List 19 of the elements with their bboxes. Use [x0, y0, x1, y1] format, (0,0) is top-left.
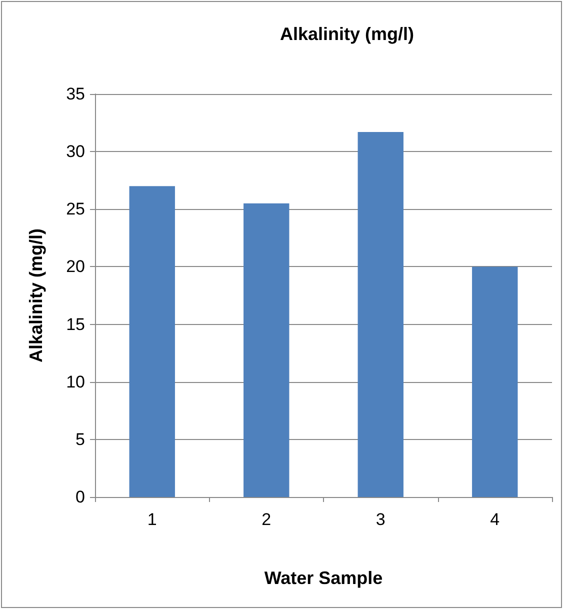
x-axis-title: Water Sample	[264, 568, 383, 588]
y-tick-label: 15	[66, 314, 85, 334]
y-tick-label: 20	[66, 257, 85, 276]
y-tick-label: 0	[76, 488, 85, 506]
y-tick-label: 25	[66, 200, 85, 219]
chart-title: Alkalinity (mg/l)	[280, 24, 414, 44]
y-tick-label: 5	[76, 430, 85, 449]
y-tick-label: 10	[66, 372, 85, 392]
x-tick-label: 2	[262, 510, 272, 529]
y-tick-label: 35	[66, 84, 85, 104]
x-tick-label: 1	[147, 510, 157, 529]
x-tick-label: 3	[376, 510, 386, 529]
bar	[472, 266, 518, 497]
y-axis-title: Alkalinity (mg/l)	[26, 228, 46, 363]
x-tick-label: 4	[490, 510, 500, 529]
y-tick-label: 30	[66, 142, 85, 162]
bar	[244, 203, 290, 497]
bar	[129, 186, 175, 497]
bar	[358, 132, 404, 497]
